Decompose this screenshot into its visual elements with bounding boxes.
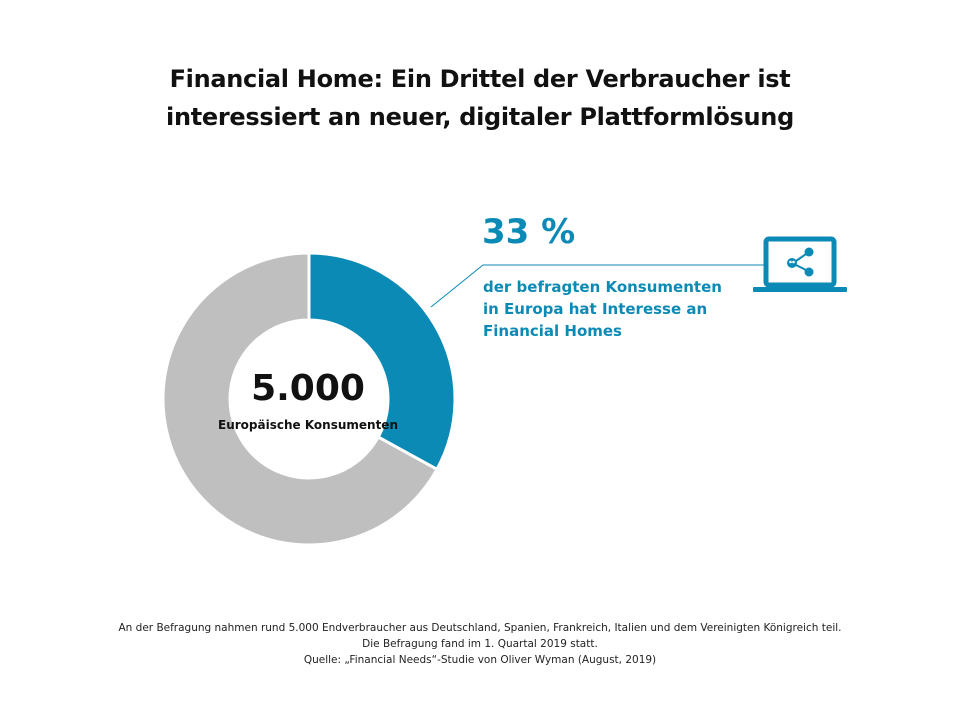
footnote-line-3: Quelle: „Financial Needs“-Studie von Oli… <box>303 654 657 666</box>
donut-slice-rest <box>161 251 439 547</box>
callout-line-1: der befragten Konsumenten <box>483 278 722 296</box>
callout-description: der befragten Konsumenten in Europa hat … <box>483 276 722 342</box>
chart-title-line-2: interessiert an neuer, digitaler Plattfo… <box>166 103 794 131</box>
callout-line-3: Financial Homes <box>483 322 622 340</box>
footnote-line-1: An der Befragung nahmen rund 5.000 Endve… <box>118 622 842 634</box>
laptop-share-icon <box>753 236 847 292</box>
footnote-line-2: Die Befragung fand im 1. Quartal 2019 st… <box>362 638 598 650</box>
chart-title-line-1: Financial Home: Ein Drittel der Verbrauc… <box>169 65 791 93</box>
callout-line-2: in Europa hat Interesse an <box>483 300 708 318</box>
donut-slices <box>161 251 457 547</box>
donut-slice-interested <box>307 251 457 472</box>
center-label: Europäische Konsumenten <box>218 418 398 432</box>
center-value: 5.000 <box>251 368 365 409</box>
footnote: An der Befragung nahmen rund 5.000 Endve… <box>0 620 960 668</box>
chart-title: Financial Home: Ein Drittel der Verbrauc… <box>0 60 960 136</box>
callout-percent: 33 % <box>482 212 576 252</box>
callout-leader-line <box>430 264 768 308</box>
